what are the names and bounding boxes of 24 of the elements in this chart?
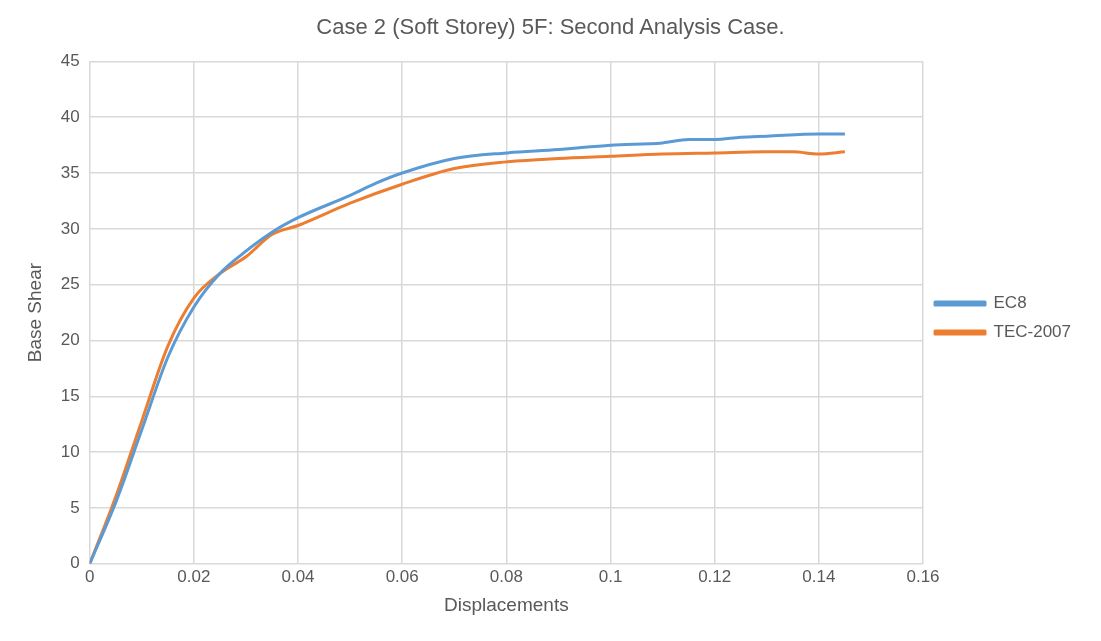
y-tick-label: 20 xyxy=(60,330,80,350)
y-tick-label: 30 xyxy=(60,218,80,238)
x-tick-label: 0.02 xyxy=(177,566,211,586)
y-tick-label: 15 xyxy=(60,386,80,406)
y-tick-label: 45 xyxy=(60,51,80,71)
y-tick-label: 35 xyxy=(60,162,80,182)
y-tick-label: 10 xyxy=(60,441,80,461)
x-tick-label: 0.16 xyxy=(906,566,940,586)
y-tick-label: 5 xyxy=(70,497,80,517)
x-tick-label: 0.12 xyxy=(698,566,732,586)
chart-title: Case 2 (Soft Storey) 5F: Second Analysis Case. xyxy=(316,14,785,40)
x-tick-label: 0.1 xyxy=(598,566,623,586)
y-tick-label: 40 xyxy=(60,106,80,126)
legend-label: TEC-2007 xyxy=(993,322,1071,342)
x-axis-title: Displacements xyxy=(444,593,569,615)
x-tick-label: 0.04 xyxy=(281,566,315,586)
x-tick-label: 0 xyxy=(84,566,95,586)
legend-label: EC8 xyxy=(993,293,1027,313)
y-tick-label: 0 xyxy=(70,553,80,573)
y-axis-title: Base Shear xyxy=(23,262,45,363)
y-tick-label: 25 xyxy=(60,274,80,294)
x-tick-label: 0.06 xyxy=(385,566,419,586)
x-tick-label: 0.08 xyxy=(489,566,523,586)
x-tick-label: 0.14 xyxy=(802,566,836,586)
